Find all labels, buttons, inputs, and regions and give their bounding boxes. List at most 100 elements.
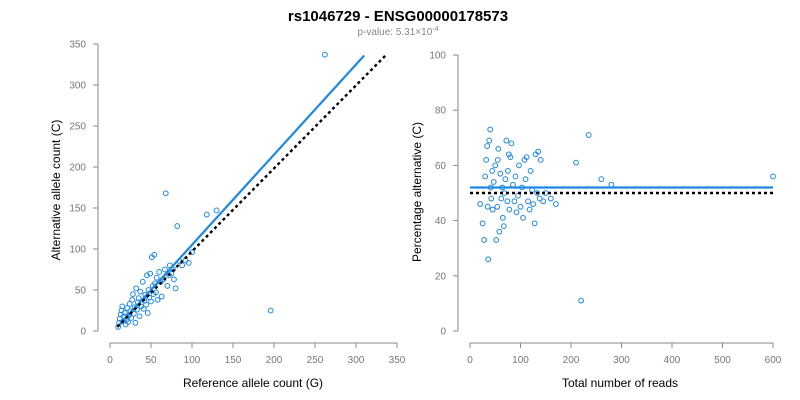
left-data-point [162, 266, 168, 273]
left-data-point [130, 291, 136, 298]
left-y-tick-label: 0 [80, 327, 86, 338]
right-data-point [484, 203, 491, 210]
left-y-tick-label: 200 [69, 163, 86, 174]
left-data-point [158, 293, 165, 300]
left-y-tick-label: 100 [69, 245, 86, 256]
left-data-point [174, 223, 181, 229]
left-data-point [140, 305, 147, 312]
right-x-tick-label: 0 [467, 355, 473, 366]
right-x-tick-label: 400 [664, 355, 681, 366]
p-value-exponent: -4 [432, 26, 438, 33]
right-x-tick-label: 600 [765, 355, 782, 366]
right-data-point [527, 168, 534, 174]
right-data-point [493, 237, 500, 243]
p-value-subtitle: p-value: 5.31×10-4 [357, 26, 438, 38]
right-data-point [484, 143, 491, 149]
left-data-point [213, 207, 220, 214]
right-data-point [547, 195, 554, 202]
right-data-point [477, 201, 484, 207]
left-x-tick-label: 200 [266, 355, 283, 366]
right-data-point [503, 137, 510, 144]
left-y-axis-title: Alternative allele count (C) [49, 120, 63, 261]
left-data-point [179, 262, 186, 269]
right-y-tick-label: 40 [435, 216, 447, 227]
right-data-point [495, 145, 502, 152]
percentage-scatter-panel: Total number of reads Percentage alterna… [410, 51, 782, 391]
p-value-text: p-value: 5.31×10 [357, 27, 432, 38]
left-data-point [129, 296, 136, 303]
left-data-point [144, 310, 151, 316]
left-data-point [203, 211, 210, 218]
left-data-point [151, 251, 158, 258]
right-data-point [535, 148, 542, 155]
right-data-point [534, 190, 541, 196]
right-y-tick-label: 80 [435, 106, 447, 117]
left-data-point [144, 272, 150, 279]
right-y-tick-label: 0 [440, 327, 446, 338]
left-y-tick-label: 50 [75, 286, 87, 297]
right-x-tick-label: 300 [613, 355, 630, 366]
left-y-tick-label: 250 [69, 122, 86, 133]
right-data-point [490, 179, 497, 185]
left-x-tick-label: 0 [107, 355, 113, 366]
left-data-point [128, 314, 135, 321]
left-data-point [119, 303, 126, 310]
right-data-point [522, 176, 529, 183]
right-data-point [485, 256, 492, 263]
right-data-point [523, 154, 530, 161]
right-data-point [499, 214, 506, 221]
right-x-tick-label: 500 [714, 355, 731, 366]
right-data-point [598, 176, 605, 183]
left-x-tick-label: 150 [225, 355, 242, 366]
right-data-point [479, 220, 486, 227]
left-data-point [126, 301, 133, 307]
right-data-point [504, 198, 511, 205]
left-data-point [121, 310, 128, 316]
right-x-tick-label: 200 [563, 355, 580, 366]
right-data-point [531, 220, 538, 227]
left-data-point [125, 319, 131, 325]
right-y-tick-label: 100 [429, 51, 446, 62]
right-data-point [488, 195, 495, 202]
right-data-point [512, 173, 519, 180]
right-data-point [507, 154, 514, 161]
right-data-point [517, 203, 524, 210]
left-data-point [132, 319, 139, 326]
right-data-point [578, 297, 584, 304]
right-data-point [487, 126, 494, 133]
right-y-tick-label: 60 [435, 161, 447, 172]
right-data-point [486, 137, 493, 144]
left-data-point [321, 51, 328, 58]
left-data-point [147, 270, 154, 277]
left-data-point [133, 285, 140, 292]
right-data-point [506, 206, 513, 213]
left-data-point [135, 295, 142, 302]
left-data-point [153, 274, 160, 281]
right-data-point [515, 192, 521, 199]
right-data-point [498, 195, 505, 202]
right-data-point [496, 228, 503, 235]
right-data-point [494, 203, 501, 210]
right-data-point [540, 198, 547, 205]
left-x-tick-label: 300 [348, 355, 365, 366]
right-data-point [482, 173, 489, 180]
right-data-point [489, 168, 496, 174]
right-data-point [513, 209, 520, 216]
right-y-axis-title: Percentage alternative (C) [410, 122, 424, 262]
right-data-point [489, 206, 496, 213]
right-data-point [520, 214, 526, 221]
left-data-point [267, 307, 274, 314]
left-data-point [171, 276, 177, 283]
left-data-point [124, 305, 131, 311]
left-x-tick-label: 350 [389, 355, 406, 366]
right-data-point [573, 159, 579, 166]
left-data-point [154, 296, 161, 303]
left-y-tick-label: 350 [69, 40, 86, 51]
right-x-tick-label: 100 [512, 355, 529, 366]
left-x-tick-label: 250 [307, 355, 324, 366]
right-data-point [516, 162, 522, 169]
right-data-point [483, 156, 490, 163]
left-data-point [156, 269, 163, 275]
right-data-point [585, 132, 592, 138]
